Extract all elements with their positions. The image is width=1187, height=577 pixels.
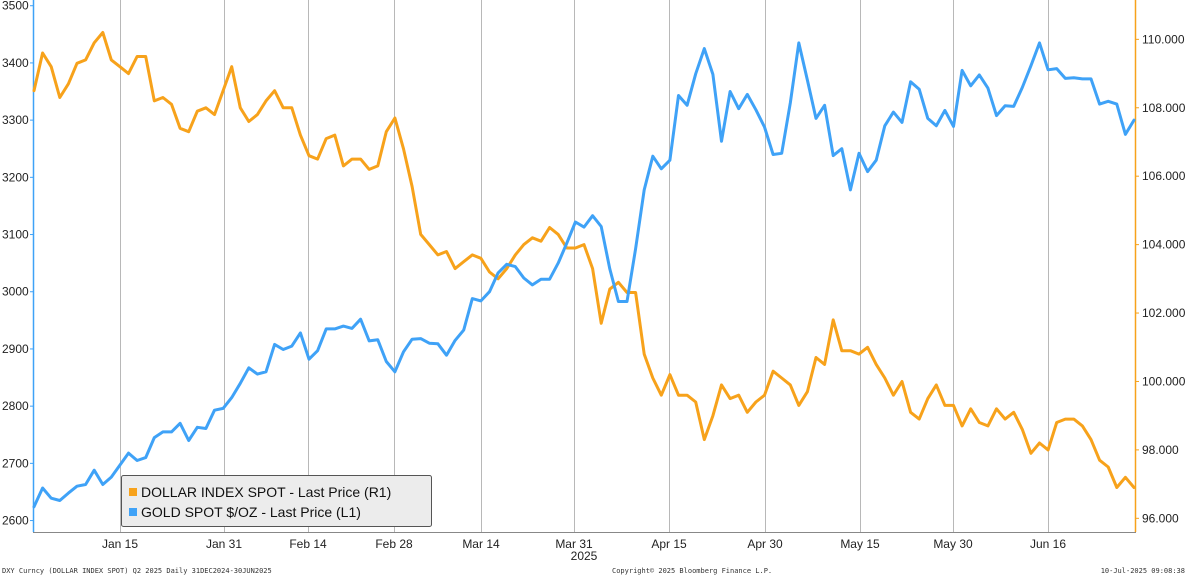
left-tick-label: 2600 [2,514,29,528]
right-tick-label: 102.000 [1142,306,1186,320]
x-tick-label: Apr 30 [747,537,783,551]
left-tick-label: 2900 [2,342,29,356]
left-tick-label: 3200 [2,170,29,184]
left-tick-label: 3300 [2,113,29,127]
left-tick-label: 2800 [2,399,29,413]
right-tick-label: 106.000 [1142,169,1186,183]
x-tick-label: Jun 16 [1030,537,1066,551]
legend-label-dollar: DOLLAR INDEX SPOT - Last Price (R1) [141,484,391,500]
vertical-gridlines [120,0,1049,532]
right-tick-label: 96.000 [1142,511,1179,525]
legend: DOLLAR INDEX SPOT - Last Price (R1) GOLD… [121,475,432,527]
left-tick-label: 3100 [2,228,29,242]
gold-spot-line [32,41,1136,509]
footer-left: DXY Curncy (DOLLAR INDEX SPOT) Q2 2025 D… [2,567,272,575]
legend-label-gold: GOLD SPOT $/OZ - Last Price (L1) [141,504,361,520]
x-tick-label: Mar 31 [555,537,593,551]
left-tick-label: 3000 [2,285,29,299]
left-tick-label: 3400 [2,56,29,70]
x-tick-label: Feb 28 [375,537,413,551]
left-tick-label: 3500 [2,0,29,13]
x-tick-label: Jan 31 [206,537,242,551]
legend-swatch-gold [129,508,137,516]
right-tick-label: 100.000 [1142,374,1186,388]
right-axis-ticks: 110.000 108.000 106.000 104.000 102.000 100.0… [1135,32,1186,525]
x-axis-year-label: 2025 [571,549,598,563]
right-tick-label: 108.000 [1142,101,1186,115]
legend-box [121,475,432,527]
footer-right: 10-Jul-2025 09:08:38 [1101,567,1185,575]
footer-center: Copyright© 2025 Bloomberg Finance L.P. [612,567,772,575]
x-tick-label: Jan 15 [102,537,138,551]
dollar-index-line [32,31,1136,489]
right-tick-label: 110.000 [1142,32,1185,46]
x-axis-labels: Jan 15 Jan 31 Feb 14 Feb 28 Mar 14 Mar 31 Apr … [102,537,1066,551]
x-tick-label: May 30 [933,537,973,551]
legend-swatch-dollar [129,488,137,496]
x-tick-label: May 15 [840,537,880,551]
right-tick-label: 98.000 [1142,443,1179,457]
left-tick-label: 2700 [2,456,29,470]
right-tick-label: 104.000 [1142,238,1186,252]
x-tick-label: Feb 14 [289,537,327,551]
series-lines [32,31,1136,509]
x-tick-label: Mar 14 [462,537,500,551]
x-tick-label: Apr 15 [651,537,687,551]
